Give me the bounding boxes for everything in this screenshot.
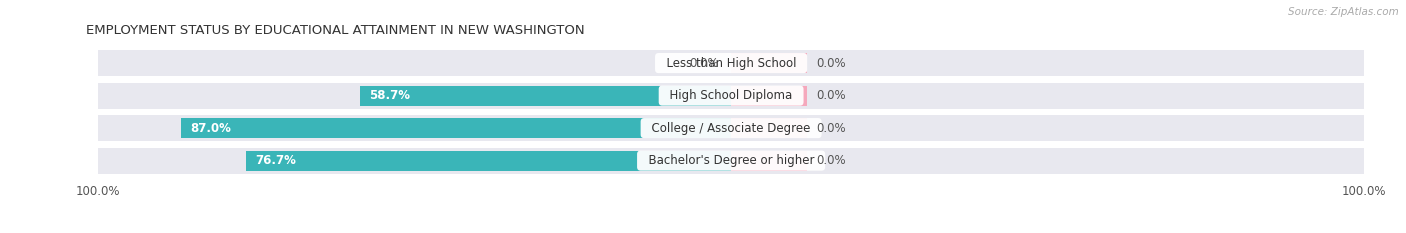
Bar (98, 50, 1364, 76)
Text: 76.7%: 76.7% (256, 154, 297, 167)
Text: 0.0%: 0.0% (689, 57, 718, 70)
Text: 0.0%: 0.0% (817, 89, 846, 102)
Bar (98, 82, 1364, 109)
Bar (731, 53, 807, 73)
Bar (246, 151, 731, 171)
Bar (360, 86, 731, 106)
Text: 0.0%: 0.0% (817, 57, 846, 70)
Text: 87.0%: 87.0% (190, 122, 231, 135)
Text: High School Diploma: High School Diploma (662, 89, 800, 102)
Bar (180, 118, 731, 138)
Text: Less than High School: Less than High School (658, 57, 804, 70)
Text: Source: ZipAtlas.com: Source: ZipAtlas.com (1288, 7, 1399, 17)
Text: 0.0%: 0.0% (817, 122, 846, 135)
Bar (731, 86, 807, 106)
Text: 0.0%: 0.0% (817, 154, 846, 167)
Text: EMPLOYMENT STATUS BY EDUCATIONAL ATTAINMENT IN NEW WASHINGTON: EMPLOYMENT STATUS BY EDUCATIONAL ATTAINM… (86, 24, 585, 37)
Text: 58.7%: 58.7% (370, 89, 411, 102)
Text: Bachelor's Degree or higher: Bachelor's Degree or higher (641, 154, 821, 167)
Bar (98, 147, 1364, 174)
Bar (98, 115, 1364, 141)
Text: College / Associate Degree: College / Associate Degree (644, 122, 818, 135)
Bar (731, 151, 807, 171)
Bar (731, 118, 807, 138)
